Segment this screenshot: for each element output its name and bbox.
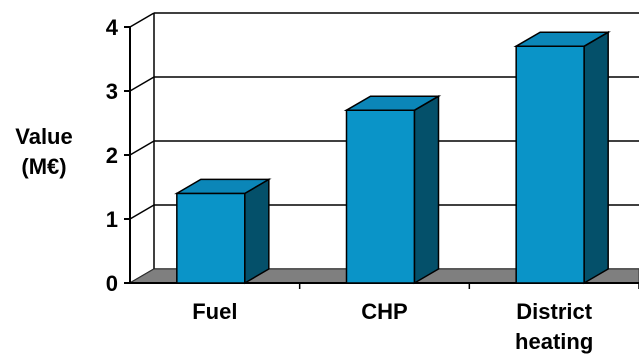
y-tick-label: 4 — [106, 15, 119, 40]
bar-front — [345, 109, 416, 284]
gridline-side — [129, 76, 155, 92]
gridline-side — [129, 12, 155, 28]
y-axis-title: Value (M€) — [2, 122, 86, 182]
bar-3 — [513, 30, 611, 285]
y-tick-label: 2 — [106, 143, 118, 168]
y-tick-label: 1 — [106, 207, 118, 232]
y-axis-title-line-1: Value — [15, 124, 73, 149]
x-category-label: District — [516, 299, 592, 324]
gridline-side — [129, 204, 155, 220]
bar-front — [515, 45, 585, 284]
bars — [174, 30, 611, 285]
bar-side — [413, 94, 440, 285]
y-tick-label: 3 — [106, 79, 118, 104]
bar-side — [583, 30, 609, 285]
y-axis-title-line-2: (M€) — [21, 154, 67, 179]
x-category-label: heating — [515, 329, 593, 354]
bar-1 — [174, 178, 272, 285]
x-category-label: CHP — [361, 299, 407, 324]
bar-2 — [343, 94, 442, 285]
y-tick-label: 0 — [106, 271, 118, 296]
bar-top — [343, 95, 442, 111]
bar-side — [244, 178, 270, 285]
labels: 0 1 2 3 4 Fuel CHP District heating — [106, 15, 594, 354]
x-category-label: Fuel — [192, 299, 237, 324]
bar-top — [513, 31, 611, 47]
gridline-side — [129, 140, 155, 156]
bar-top — [174, 178, 272, 195]
bar-front — [176, 192, 246, 284]
